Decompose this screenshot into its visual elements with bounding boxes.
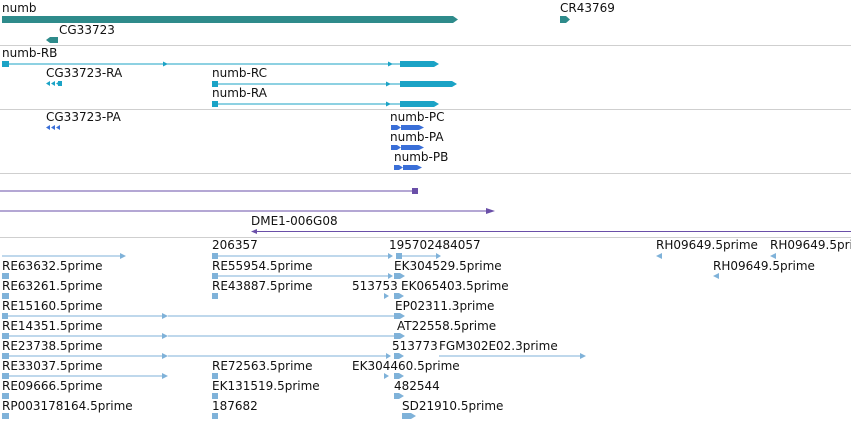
- protein-label-cg33723-pa[interactable]: CG33723-PA: [46, 110, 122, 124]
- est-feature[interactable]: [212, 273, 405, 279]
- est-label[interactable]: EK304529.5prime: [394, 259, 502, 273]
- est-feature[interactable]: [2, 313, 168, 319]
- est-label[interactable]: RE55954.5prime: [212, 259, 313, 273]
- est-label[interactable]: EK065403.5prime: [401, 279, 509, 293]
- transcript-feature-numb-rb[interactable]: [2, 61, 439, 67]
- est-feature[interactable]: [384, 293, 404, 299]
- est-label[interactable]: EK131519.5prime: [212, 379, 320, 393]
- est-label[interactable]: 482544: [394, 379, 440, 393]
- track-dividers: [0, 45, 851, 238]
- gene-feature-cg33723[interactable]: [46, 37, 58, 43]
- protein-feature-cg33723-pa[interactable]: [46, 125, 60, 130]
- est-feature[interactable]: [656, 253, 662, 259]
- transcript-label-cg33723-ra[interactable]: CG33723-RA: [46, 66, 123, 80]
- protein-feature-numb-pb[interactable]: [394, 165, 422, 170]
- est-label[interactable]: RE63632.5prime: [2, 259, 103, 273]
- est-feature[interactable]: [2, 333, 405, 339]
- est-feature[interactable]: [713, 273, 719, 279]
- alignment-feature[interactable]: [0, 208, 495, 214]
- gene-label-cr43769[interactable]: CR43769: [560, 1, 615, 15]
- alignment-feature[interactable]: [0, 188, 418, 194]
- transcript-label-numb-ra[interactable]: numb-RA: [212, 86, 268, 100]
- est-label[interactable]: RE72563.5prime: [212, 359, 313, 373]
- est-label[interactable]: 187682: [212, 399, 258, 413]
- est-label[interactable]: RE43887.5prime: [212, 279, 313, 293]
- est-label[interactable]: RE15160.5prime: [2, 299, 103, 313]
- protein-label-numb-pa[interactable]: numb-PA: [390, 130, 444, 144]
- gene-label-cg33723[interactable]: CG33723: [59, 23, 115, 37]
- est-label[interactable]: RE33037.5prime: [2, 359, 103, 373]
- est-feature[interactable]: [2, 253, 126, 259]
- est-label[interactable]: RH09649.5prime: [713, 259, 815, 273]
- est-label[interactable]: RE63261.5prime: [2, 279, 103, 293]
- gene-feature-numb[interactable]: [2, 16, 453, 23]
- transcript-feature-cg33723-ra[interactable]: [46, 81, 62, 86]
- est-feature[interactable]: [212, 393, 218, 399]
- est-feature[interactable]: [384, 373, 404, 379]
- gene-feature-cr43769[interactable]: [560, 16, 566, 23]
- est-label[interactable]: RH09649.5prime: [656, 238, 758, 252]
- protein-feature-numb-pa[interactable]: [391, 145, 424, 150]
- est-label[interactable]: SD21910.5prime: [402, 399, 503, 413]
- transcript-track: numb-RB CG33723-RA numb-RC numb-RA: [2, 46, 457, 107]
- est-feature[interactable]: [439, 353, 586, 359]
- est-feature[interactable]: [2, 293, 9, 299]
- est-track: 206357 195702484057 RH09649.5prime RH096…: [2, 238, 851, 419]
- est-feature[interactable]: [168, 313, 405, 319]
- est-feature[interactable]: [212, 373, 218, 379]
- est-label[interactable]: 195702484057: [389, 238, 481, 252]
- est-feature[interactable]: [402, 413, 416, 419]
- est-label[interactable]: 206357: [212, 238, 258, 252]
- gene-feature-numb-arrow: [453, 16, 458, 23]
- est-label[interactable]: RE09666.5prime: [2, 379, 103, 393]
- protein-feature-numb-pc[interactable]: [391, 125, 424, 130]
- protein-label-numb-pb[interactable]: numb-PB: [394, 150, 448, 164]
- est-label[interactable]: AT22558.5prime: [397, 319, 496, 333]
- est-label[interactable]: RE14351.5prime: [2, 319, 103, 333]
- est-feature[interactable]: [2, 373, 168, 379]
- est-feature[interactable]: [212, 413, 218, 419]
- est-label[interactable]: EP02311.3prime: [395, 299, 494, 313]
- alignment-label-dme1-006g08[interactable]: DME1-006G08: [251, 214, 338, 228]
- est-label[interactable]: EK304460.5prime: [352, 359, 460, 373]
- protein-track: CG33723-PA numb-PC numb-PA numb-PB: [46, 110, 448, 170]
- gene-track: numb CR43769 CG33723: [2, 1, 615, 43]
- protein-label-numb-pc[interactable]: numb-PC: [390, 110, 444, 124]
- est-feature[interactable]: [2, 393, 9, 399]
- est-feature[interactable]: [770, 253, 776, 259]
- alignment-feature-dme1-006g08[interactable]: [251, 229, 851, 234]
- alignment-track: DME1-006G08: [0, 188, 851, 234]
- transcript-feature-numb-rc[interactable]: [212, 81, 457, 87]
- est-label[interactable]: RH09649.5prime: [770, 238, 851, 252]
- gene-label-numb[interactable]: numb: [2, 1, 37, 15]
- est-feature[interactable]: [2, 413, 9, 419]
- est-feature[interactable]: [2, 353, 404, 359]
- est-label[interactable]: 513753: [352, 279, 398, 293]
- transcript-feature-numb-ra[interactable]: [212, 101, 439, 107]
- est-feature[interactable]: [394, 393, 404, 399]
- transcript-label-numb-rc[interactable]: numb-RC: [212, 66, 267, 80]
- est-label[interactable]: FGM302E02.3prime: [439, 339, 558, 353]
- gene-feature-cr43769-arrow: [566, 16, 570, 23]
- est-label[interactable]: RE23738.5prime: [2, 339, 103, 353]
- est-feature[interactable]: [212, 253, 441, 259]
- est-feature[interactable]: [2, 273, 9, 279]
- est-label[interactable]: 513773: [392, 339, 438, 353]
- est-label[interactable]: RP003178164.5prime: [2, 399, 133, 413]
- transcript-label-numb-rb[interactable]: numb-RB: [2, 46, 57, 60]
- est-feature[interactable]: [212, 293, 218, 299]
